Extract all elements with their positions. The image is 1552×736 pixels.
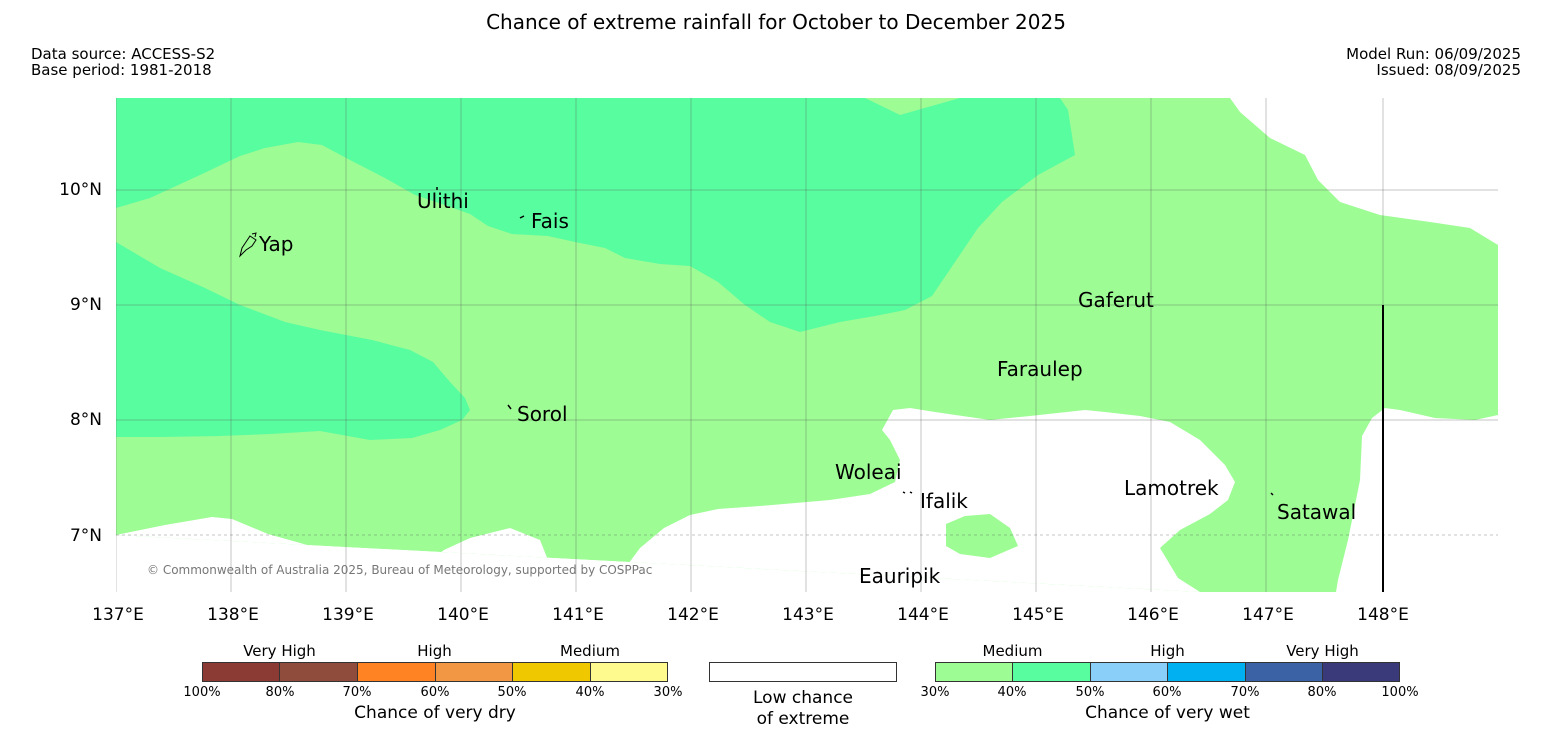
- wet-40-50-region-west: [116, 242, 470, 440]
- legend-wet-swatch: [1012, 662, 1091, 682]
- legend-dry-swatch: [279, 662, 358, 682]
- lon-label: 144°E: [897, 605, 949, 625]
- legend-wet-tick: 50%: [1075, 685, 1105, 700]
- lon-label: 145°E: [1012, 605, 1064, 625]
- legend-low-swatch: [709, 662, 897, 682]
- legend-wet-tick: 40%: [997, 685, 1027, 700]
- yap-island-outline: [239, 232, 257, 258]
- data-source: Data source: ACCESS-S2: [31, 45, 216, 63]
- legend-dry-group: Medium: [560, 642, 620, 660]
- place-label-lamotrek: Lamotrek: [1124, 476, 1219, 500]
- legend-low-title-line1: Low chance: [753, 688, 853, 708]
- place-label-faraulep: Faraulep: [997, 357, 1083, 381]
- base-period: Base period: 1981-2018: [31, 61, 212, 79]
- legend-wet-group: High: [1150, 642, 1185, 660]
- longitude-labels: 137°E 138°E 139°E 140°E 141°E 142°E 143°…: [92, 605, 1409, 625]
- map-title: Chance of extreme rainfall for October t…: [486, 10, 1066, 34]
- legend-dry-tick: 60%: [420, 685, 450, 700]
- lat-label: 7°N: [70, 526, 102, 546]
- place-label-woleai: Woleai: [835, 460, 902, 484]
- legend-dry-tick: 100%: [183, 685, 221, 700]
- lon-label: 140°E: [437, 605, 489, 625]
- legend-wet-title: Chance of very wet: [1085, 703, 1250, 723]
- sorol-island-outline: [507, 404, 512, 410]
- legend-wet-group: Very High: [1286, 642, 1359, 660]
- ifalik-island-outline: [902, 491, 913, 494]
- place-label-ulithi: Ulithi: [417, 189, 469, 213]
- lon-label: 141°E: [552, 605, 604, 625]
- lat-label: 8°N: [70, 410, 102, 430]
- lat-label: 9°N: [70, 295, 102, 315]
- copyright-credit: © Commonwealth of Australia 2025, Bureau…: [147, 563, 652, 577]
- legend-dry-tick: 80%: [265, 685, 295, 700]
- legend-wet-swatch: [1090, 662, 1168, 682]
- legend-wet-swatch: [935, 662, 1013, 682]
- legend-wet-swatch: [1245, 662, 1323, 682]
- legend-low-title-line2: of extreme: [756, 709, 850, 729]
- lon-label: 147°E: [1242, 605, 1294, 625]
- legend-dry-tick: 50%: [497, 685, 527, 700]
- place-label-gaferut: Gaferut: [1078, 288, 1154, 312]
- legend-low-title: Low chance of extreme: [709, 688, 897, 730]
- place-label-fais: Fais: [531, 209, 569, 233]
- legend-dry-swatch: [512, 662, 591, 682]
- legend-dry-swatch: [590, 662, 668, 682]
- lon-label: 143°E: [782, 605, 834, 625]
- wet-30-40-patch: [946, 514, 1018, 558]
- map-canvas: Yap Ulithi Fais Gaferut Faraulep Sorol W…: [59, 98, 1498, 625]
- low-chance-region-southeast: [1336, 408, 1498, 592]
- legend-wet-swatch: [1167, 662, 1246, 682]
- legend-dry-tick: 70%: [342, 685, 372, 700]
- lon-label: 137°E: [92, 605, 144, 625]
- legend-dry-swatch: [435, 662, 513, 682]
- place-label-sorol: Sorol: [517, 402, 568, 426]
- legend-dry-title: Chance of very dry: [354, 703, 516, 723]
- header-left: Data source: ACCESS-S2 Base period: 1981…: [31, 46, 215, 78]
- legend-dry-tick: 30%: [653, 685, 683, 700]
- lat-label: 10°N: [59, 180, 102, 200]
- legend-wet-tick: 70%: [1230, 685, 1260, 700]
- place-label-ifalik: Ifalik: [920, 489, 968, 513]
- lon-label: 146°E: [1127, 605, 1179, 625]
- wet-40-50-region-north: [116, 98, 1075, 332]
- latitude-labels: 10°N 9°N 8°N 7°N: [59, 180, 102, 546]
- place-label-yap: Yap: [258, 232, 293, 256]
- place-label-satawal: Satawal: [1277, 500, 1356, 524]
- lon-label: 148°E: [1357, 605, 1409, 625]
- issued-date: Issued: 08/09/2025: [1376, 61, 1521, 79]
- low-chance-region-south-strip: [116, 535, 1336, 592]
- legend-wet-tick: 60%: [1152, 685, 1182, 700]
- legend-wet-tick: 80%: [1307, 685, 1337, 700]
- legend-wet-tick: 30%: [920, 685, 950, 700]
- low-chance-region-northeast: [1230, 98, 1498, 245]
- legend-wet-group: Medium: [982, 642, 1043, 660]
- lon-label: 138°E: [207, 605, 259, 625]
- graticule: [116, 98, 1498, 592]
- legend-wet-tick: 100%: [1381, 685, 1419, 700]
- legend-wet-swatch: [1322, 662, 1400, 682]
- lon-label: 142°E: [667, 605, 719, 625]
- header-right: Model Run: 06/09/2025 Issued: 08/09/2025: [1346, 46, 1521, 78]
- fais-island-outline: [519, 215, 525, 219]
- legend-dry-group: Very High: [243, 642, 316, 660]
- legend-dry-swatch: [357, 662, 436, 682]
- legend-dry-swatch: [202, 662, 280, 682]
- legend-dry-tick: 40%: [575, 685, 605, 700]
- legend-dry-group: High: [417, 642, 452, 660]
- lon-label: 139°E: [322, 605, 374, 625]
- model-run: Model Run: 06/09/2025: [1346, 45, 1521, 63]
- satawal-island-outline: [1270, 492, 1274, 496]
- place-label-eauripik: Eauripik: [859, 564, 941, 588]
